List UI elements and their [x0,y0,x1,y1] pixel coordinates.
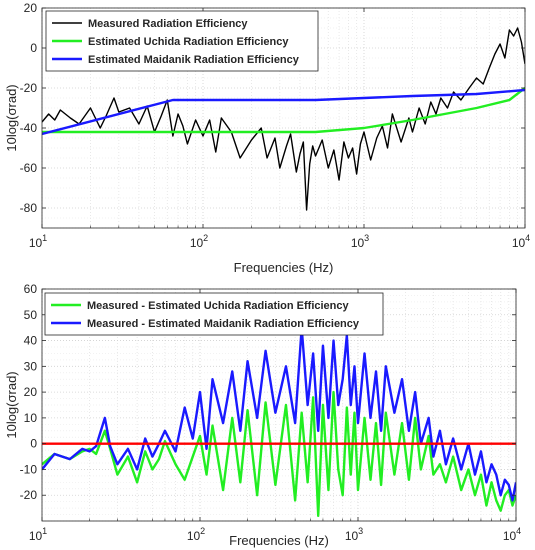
series-line-2 [42,326,516,502]
y-tick-label: -60 [20,161,38,175]
series-group [42,27,525,211]
legend-label: Estimated Uchida Radiation Efficiency [88,36,289,48]
x-tick-label: 103 [351,233,369,250]
y-tick-label: -40 [20,121,38,135]
axes-box [41,288,517,522]
legend: Measured Radiation Efficiency Estimated U… [45,10,319,72]
legend: Measured - Estimated Uchida Radiation Ef… [44,292,384,336]
y-tick-label: 20 [24,1,38,15]
x-tick-label: 101 [29,526,47,543]
y-tick-label: 0 [30,437,37,451]
y-tick-label: 30 [24,359,38,373]
chart-panel-2: 101 102 103 104 -20 -10 0 10 20 30 40 50 60 Frequenci… [4,282,521,548]
x-tick-label: 102 [190,233,208,250]
legend-label: Estimated Maidanik Radiation Efficiency [88,54,300,66]
y-tick-label: 10 [24,411,38,425]
series-line-2 [42,87,525,134]
y-axis-label: 10log(σrad) [4,84,19,151]
x-tick-label: 103 [345,526,363,543]
series-line-3 [42,88,525,136]
x-tick-label: 102 [187,526,205,543]
series-group [42,326,516,518]
legend-label: Measured Radiation Efficiency [88,18,248,30]
y-axis-label: 10log(σrad) [4,371,19,438]
legend-box [44,292,384,336]
axes-box [41,7,526,229]
series-line-1 [42,390,516,518]
legend-box [45,10,319,72]
x-axis-label: Frequencies (Hz) [234,260,334,275]
y-tick-label: 50 [24,308,38,322]
x-tick-label: 104 [503,526,521,543]
y-tick-label: 0 [30,41,37,55]
y-tick-label: 60 [24,282,38,296]
y-tick-label: -10 [20,462,38,476]
legend-label: Measured - Estimated Maidanik Radiation … [87,318,360,330]
y-tick-label: 40 [24,334,38,348]
x-tick-label: 104 [512,233,530,250]
y-tick-label: 20 [24,385,38,399]
legend-label: Measured - Estimated Uchida Radiation Ef… [87,300,350,312]
chart-panel-1: 101 102 103 104 -80 -60 -40 -20 0 20 Frequencies (… [4,1,530,275]
x-axis-label: Frequencies (Hz) [229,533,329,548]
x-tick-label: 101 [29,233,47,250]
y-tick-label: -80 [20,201,38,215]
y-tick-label: -20 [20,488,38,502]
y-tick-label: -20 [20,81,38,95]
